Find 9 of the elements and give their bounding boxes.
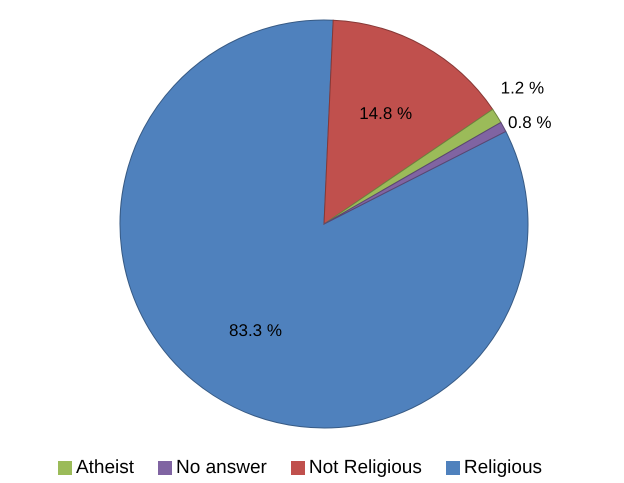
legend-label: Not Religious bbox=[308, 457, 422, 478]
data-label: 14.8 % bbox=[359, 104, 412, 124]
data-label: 83.3 % bbox=[229, 320, 282, 340]
legend-label: No answer bbox=[176, 457, 267, 478]
data-label: 1.2 % bbox=[500, 78, 544, 98]
pie-slice bbox=[324, 20, 494, 224]
legend-label: Atheist bbox=[76, 457, 134, 478]
data-label: 0.8 % bbox=[508, 113, 552, 132]
legend-label: Religious bbox=[464, 457, 542, 478]
